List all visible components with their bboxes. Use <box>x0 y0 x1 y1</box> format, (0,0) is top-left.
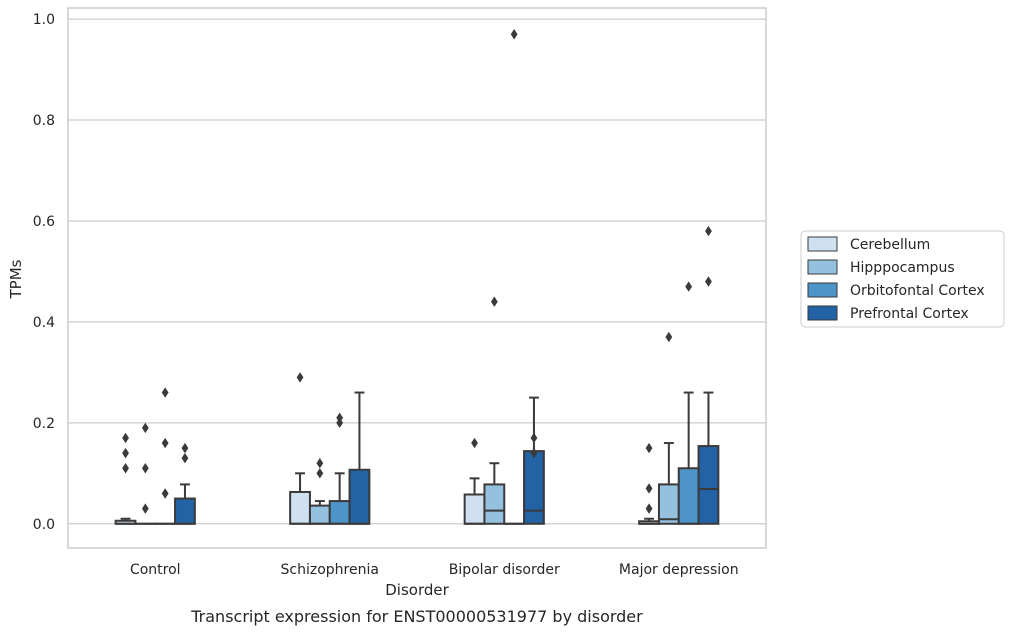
plot-frame <box>67 7 767 549</box>
legend-label: Hipppocampus <box>850 260 955 276</box>
box-layer <box>114 29 720 525</box>
box-prefrontal-cortex <box>174 442 196 525</box>
box-hipppocampus <box>483 296 506 525</box>
y-tick-label: 0.4 <box>33 315 55 331</box>
box <box>348 468 371 525</box>
box <box>657 483 680 525</box>
outlier-point <box>296 372 304 383</box>
figure-caption: Transcript expression for ENST0000053197… <box>190 607 643 626</box>
legend-swatch <box>807 259 838 275</box>
box-hipppocampus <box>657 331 680 525</box>
box-prefrontal-cortex <box>697 225 720 525</box>
legend-label: Prefrontal Cortex <box>850 306 969 322</box>
box-hipppocampus <box>308 458 331 525</box>
x-tick-label: Control <box>130 562 181 578</box>
box <box>463 493 486 525</box>
box <box>697 445 720 525</box>
outlier-point <box>161 437 169 449</box>
x-tick-labels: Control Schizophrenia Bipolar disorder Majo… <box>130 562 739 578</box>
outlier-point <box>316 468 324 479</box>
box <box>677 467 700 525</box>
legend-swatch <box>807 236 838 252</box>
box-orbitofontal-cortex <box>328 412 351 525</box>
box <box>289 490 311 525</box>
y-axis-label: TPMs <box>7 259 25 299</box>
legend-swatch <box>807 282 838 298</box>
outlier-point <box>336 417 344 429</box>
outlier-point <box>645 442 653 454</box>
box-cerebellum <box>114 432 137 525</box>
outlier-point <box>122 447 129 459</box>
outlier-point <box>181 442 189 454</box>
legend-label: Cerebellum <box>850 237 930 253</box>
outlier-point <box>665 331 673 343</box>
y-tick-label: 1.0 <box>33 12 55 28</box>
box <box>483 483 506 525</box>
outlier-point <box>705 225 712 237</box>
outlier-point <box>141 422 149 434</box>
box-orbitofontal-cortex <box>677 281 700 525</box>
box-orbitofontal-cortex <box>503 29 526 525</box>
outlier-point <box>471 437 478 449</box>
y-tick-label: 0.6 <box>33 214 55 230</box>
legend-label: Orbitofontal Cortex <box>850 283 985 299</box>
y-tick-label: 0.8 <box>33 113 55 129</box>
box-prefrontal-cortex <box>523 396 545 525</box>
box <box>523 450 545 525</box>
box-hipppocampus <box>134 422 157 525</box>
outlier-point <box>530 432 538 444</box>
box-prefrontal-cortex <box>348 391 371 525</box>
box <box>328 500 351 525</box>
outlier-point <box>181 452 189 464</box>
y-tick-label: 0.0 <box>33 517 55 533</box>
outlier-point <box>645 503 653 514</box>
outlier-point <box>645 483 653 494</box>
box-orbitofontal-cortex <box>154 387 177 525</box>
box <box>174 497 196 525</box>
outlier-point <box>490 296 498 307</box>
outlier-point <box>685 281 693 292</box>
box-cerebellum <box>638 442 660 525</box>
outlier-point <box>530 447 538 459</box>
x-tick-label: Schizophrenia <box>281 562 379 578</box>
x-tick-label: Major depression <box>619 562 739 578</box>
outlier-point <box>510 29 518 40</box>
legend-frame <box>800 230 1005 328</box>
outlier-point <box>161 488 169 499</box>
outlier-point <box>122 432 129 444</box>
outlier-point <box>161 387 169 398</box>
y-tick-labels: 0.0 0.2 0.4 0.6 0.8 1.0 <box>33 12 55 533</box>
outlier-point <box>122 463 129 474</box>
legend: Cerebellum Hipppocampus Orbitofontal Corte… <box>800 230 1005 328</box>
x-tick-label: Bipolar disorder <box>449 562 560 578</box>
outlier-point <box>316 458 324 469</box>
y-tick-label: 0.2 <box>33 416 55 432</box>
box-cerebellum <box>289 372 311 525</box>
outlier-point <box>141 463 149 474</box>
outlier-point <box>705 276 712 287</box>
outlier-point <box>141 503 149 514</box>
legend-swatch <box>807 305 838 321</box>
grid-lines <box>68 18 766 525</box>
box-cerebellum <box>463 437 486 525</box>
x-axis-label: Disorder <box>385 581 449 599</box>
box <box>308 504 331 525</box>
